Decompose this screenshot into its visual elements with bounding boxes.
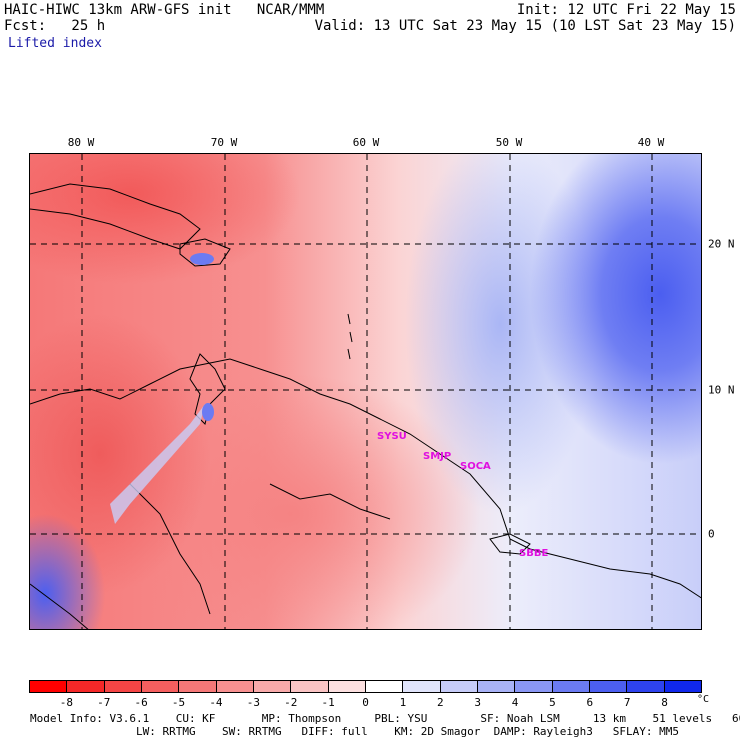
colorbar-segment <box>253 681 292 692</box>
colorbar-tick-label: 3 <box>474 696 481 709</box>
andes-stable-region <box>110 404 205 524</box>
colorbar-unit: °C <box>697 694 710 705</box>
station-label-smjp: SMJP <box>423 451 452 462</box>
colorbar-tick-label: 0 <box>362 696 369 709</box>
station-label-soca: SOCA <box>460 461 491 472</box>
islands <box>347 313 353 360</box>
colorbar-segment <box>589 681 628 692</box>
colorbar-segment <box>67 681 105 692</box>
colorbar-segment <box>216 681 254 692</box>
colorbar-segment <box>141 681 180 692</box>
colorbar-segment <box>179 681 217 692</box>
lon-label-80w: 80 W <box>67 136 95 149</box>
lon-label-50w: 50 W <box>495 136 523 149</box>
lat-label-0: 0 <box>708 527 715 541</box>
colorbar-tick-label: -8 <box>59 696 73 709</box>
colorbar-tick-label: 6 <box>586 696 594 709</box>
colorbar-segment <box>328 681 366 692</box>
colorbar-tick-label: -4 <box>209 696 223 709</box>
model-title: HAIC-HIWC 13km ARW-GFS init NCAR/MMM <box>4 2 325 18</box>
colorbar-segment <box>627 681 665 692</box>
colorbar-segment <box>104 681 142 692</box>
graticule <box>30 154 701 629</box>
colorbar-tick-label: -6 <box>134 696 148 709</box>
colorbar-tick-label: -5 <box>171 696 186 709</box>
lon-label-60w: 60 W <box>352 136 380 149</box>
colorbar-tick-label: -3 <box>246 696 260 709</box>
colorbar-tick-label: 7 <box>623 696 631 709</box>
colorbar-tick-label: 4 <box>511 696 519 709</box>
colorbar-tick-label: -7 <box>97 696 111 709</box>
coastlines <box>30 183 701 629</box>
colorbar-tick-label: -2 <box>284 696 298 709</box>
lifted-index-map <box>29 153 702 630</box>
lat-label-10n: 10 N <box>708 383 735 397</box>
lon-label-40w: 40 W <box>637 136 665 149</box>
colorbar-tick-label: 8 <box>661 696 668 709</box>
colorbar-segment <box>477 681 516 692</box>
colorbar-tick-label: 2 <box>436 696 444 709</box>
valid-time: Valid: 13 UTC Sat 23 May 15 (10 LST Sat … <box>314 18 736 34</box>
station-label-sysu: SYSU <box>377 431 407 442</box>
lon-label-70w: 70 W <box>210 136 238 149</box>
model-info-line1: Model Info: V3.6.1 CU: KF MP: Thompson P… <box>30 712 740 725</box>
lat-label-20n: 20 N <box>708 237 735 251</box>
colorbar-segment <box>30 681 68 692</box>
colorbar-tick-label: -1 <box>321 696 335 709</box>
colorbar-segment <box>552 681 590 692</box>
hispaniola-blob <box>190 253 214 265</box>
maracaibo-blob <box>202 403 214 421</box>
colorbar-tick-label: 5 <box>549 696 556 709</box>
colorbar-segment <box>440 681 478 692</box>
colorbar-segment <box>291 681 329 692</box>
colorbar-segment <box>403 681 441 692</box>
field-name: Lifted index <box>8 36 102 51</box>
forecast-hour: Fcst: 25 h <box>4 18 106 34</box>
model-info-line2: LW: RRTMG SW: RRTMG DIFF: full KM: 2D Sm… <box>30 725 680 738</box>
colorbar-segment <box>365 681 404 692</box>
colorbar <box>29 680 702 693</box>
map-overlay <box>30 154 701 629</box>
colorbar-segment <box>664 681 701 692</box>
init-time: Init: 12 UTC Fri 22 May 15 <box>516 2 736 18</box>
colorbar-tick-label: 1 <box>399 696 407 709</box>
colorbar-segment <box>515 681 553 692</box>
station-label-sbbe: SBBE <box>519 548 549 559</box>
